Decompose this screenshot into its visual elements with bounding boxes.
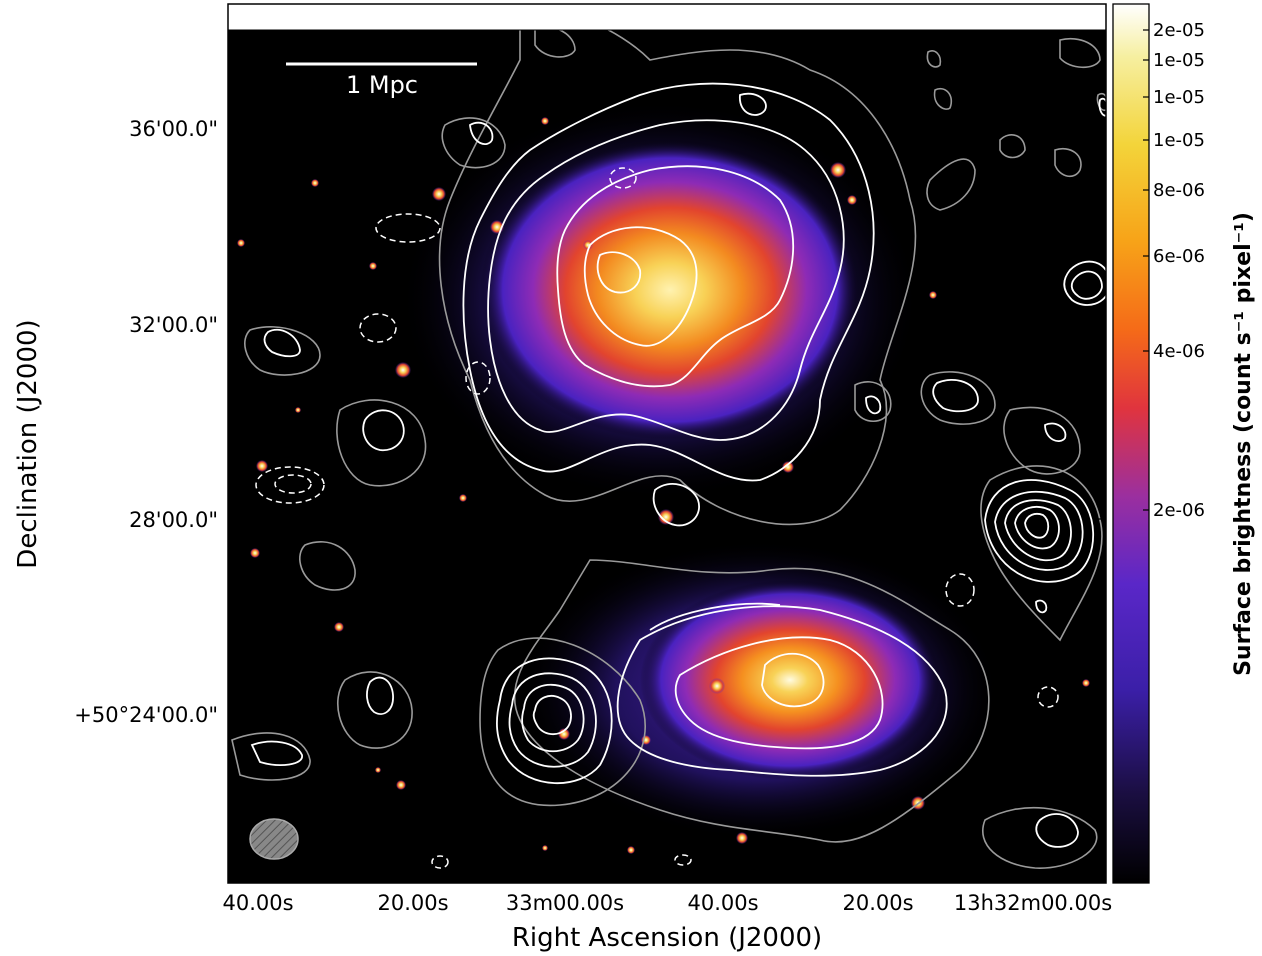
- x-tick-label: 20.00s: [842, 891, 913, 915]
- y-tick-label: 36'00.0": [129, 117, 218, 141]
- beam-ellipse: [249, 818, 299, 860]
- x-axis-title: Right Ascension (J2000): [512, 923, 822, 953]
- y-tick-labels: 36'00.0" 32'00.0" 28'00.0" +50°24'00.0": [74, 117, 218, 727]
- colorbar-tick-label: 1e-05: [1153, 87, 1205, 108]
- y-ticks: [228, 127, 1106, 715]
- x-tick-labels: 40.00s 20.00s 33m00.00s 40.00s 20.00s 13…: [222, 891, 1112, 915]
- y-axis-title: Declination (J2000): [13, 319, 43, 568]
- colorbar-tick-label: 4e-06: [1153, 341, 1205, 362]
- y-tick-label: +50°24'00.0": [74, 703, 218, 727]
- x-tick-label: 40.00s: [687, 891, 758, 915]
- image-panel: 1 Mpc: [227, 3, 1107, 884]
- x-tick-label: 13h32m00.00s: [954, 891, 1112, 915]
- colorbar-tick-label: 1e-05: [1153, 130, 1205, 151]
- negative-contours: [255, 167, 1059, 869]
- colorbar-title: Surface brightness (count s⁻¹ pixel⁻¹): [1231, 212, 1256, 676]
- y-tick-label: 28'00.0": [129, 508, 218, 532]
- colorbar: 2e-05 1e-05 1e-05 1e-05 8e-06 6e-06 4e-0…: [1112, 3, 1256, 884]
- gray-contours: [231, 30, 1106, 869]
- scale-bar-label: 1 Mpc: [346, 71, 418, 99]
- x-tick-label: 40.00s: [222, 891, 293, 915]
- colorbar-tick-label: 2e-06: [1153, 500, 1205, 521]
- colorbar-tick-label: 8e-06: [1153, 180, 1205, 201]
- colorbar-tick-label: 1e-05: [1153, 50, 1205, 71]
- colorbar-tick-label: 2e-05: [1153, 20, 1205, 41]
- white-contours: [250, 82, 1106, 848]
- x-tick-label: 20.00s: [377, 891, 448, 915]
- scale-bar: 1 Mpc: [286, 62, 477, 99]
- x-ticks: [257, 873, 1034, 883]
- colorbar-tick-label: 6e-06: [1153, 246, 1205, 267]
- x-tick-label: 33m00.00s: [506, 891, 624, 915]
- y-tick-label: 32'00.0": [129, 313, 218, 337]
